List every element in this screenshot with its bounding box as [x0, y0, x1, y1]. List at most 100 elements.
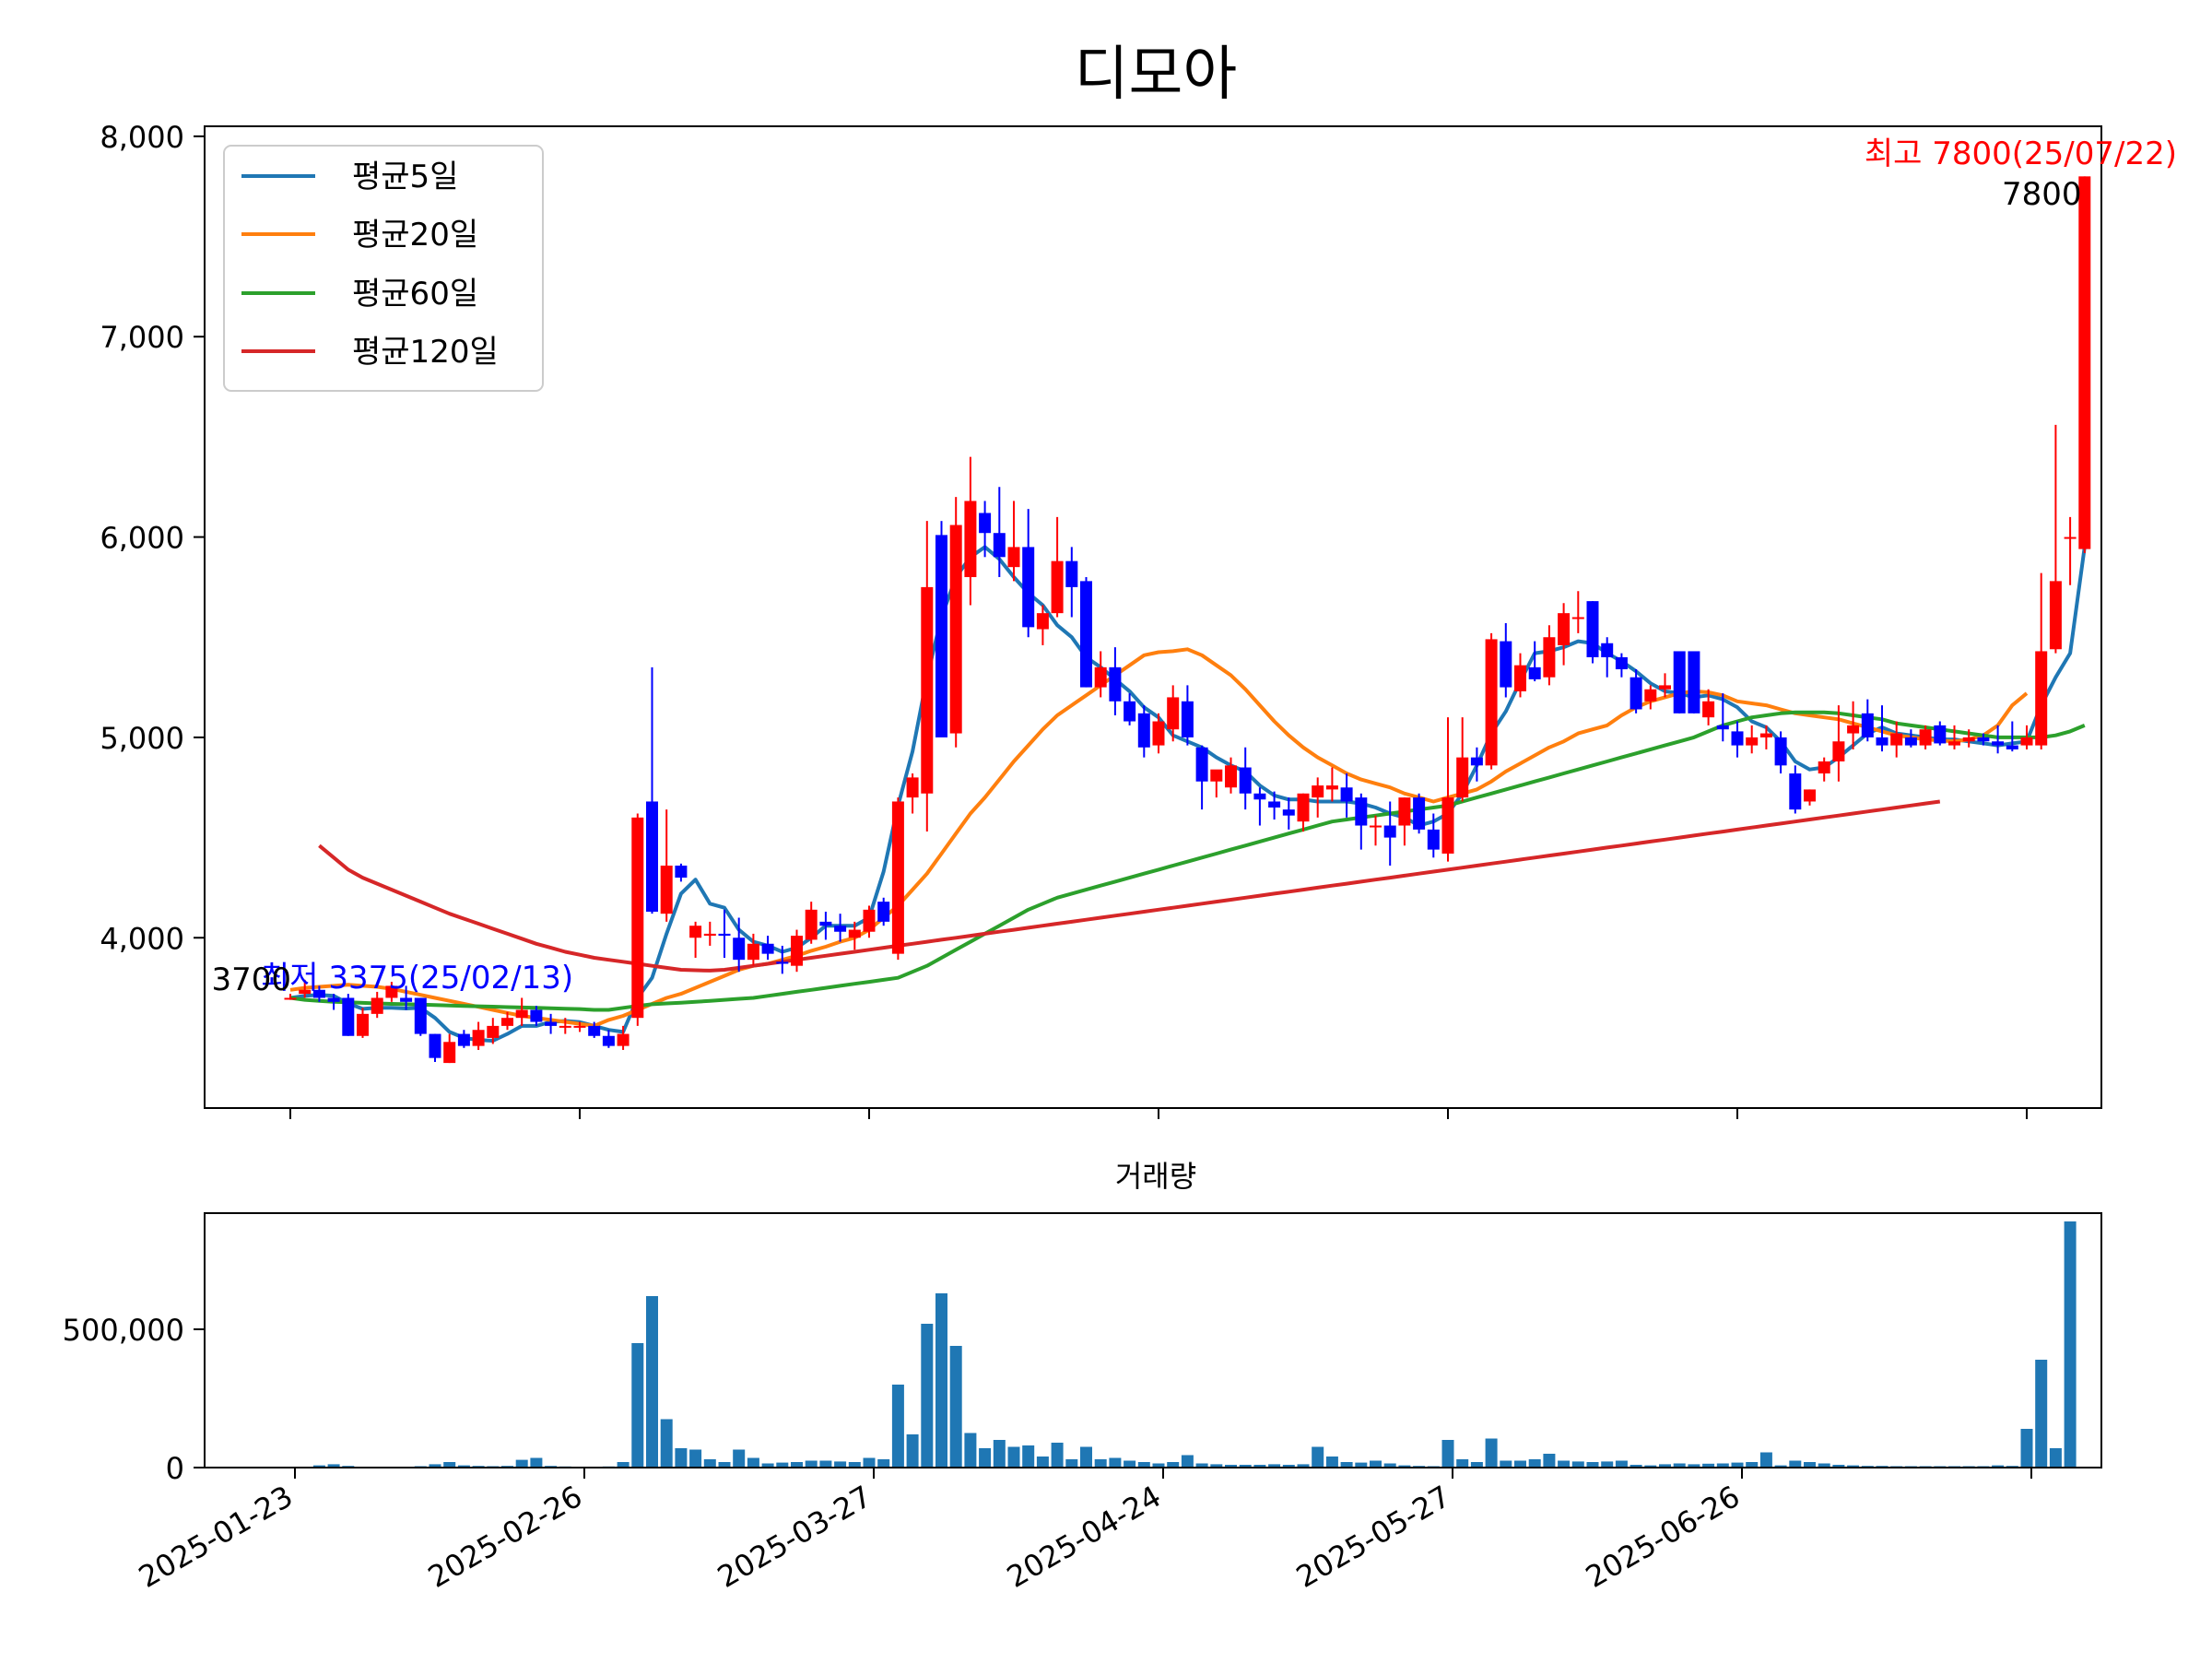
candle-body	[1441, 797, 1454, 854]
candle-body	[501, 1018, 513, 1026]
candle-body	[646, 801, 658, 912]
volume-bar	[443, 1462, 456, 1468]
candle-body	[1398, 797, 1411, 826]
candle	[675, 863, 688, 882]
volume-bar	[1253, 1465, 1266, 1468]
volume-bar	[949, 1346, 962, 1468]
candle	[1759, 725, 1772, 749]
legend-label-ma5: 평균5일	[352, 159, 458, 195]
candle-body	[1847, 725, 1860, 734]
last-close-label: 7800	[2002, 176, 2082, 213]
candle	[646, 666, 658, 914]
candle	[689, 921, 702, 958]
candle-body	[342, 997, 355, 1036]
candle	[1022, 509, 1035, 638]
candle-body	[1500, 641, 1512, 688]
candle-body	[1861, 713, 1874, 737]
candle-body	[834, 926, 847, 932]
volume-bar	[1832, 1465, 1845, 1468]
volume-bar	[1702, 1463, 1715, 1468]
candle-body	[689, 926, 702, 938]
candle-body	[1094, 666, 1107, 688]
candle-body	[1036, 613, 1049, 630]
volume-bar	[747, 1457, 759, 1468]
candle	[1413, 793, 1426, 834]
legend-box	[223, 145, 544, 392]
volume-bar	[515, 1459, 528, 1468]
candle	[545, 1013, 558, 1034]
candle	[1195, 745, 1208, 810]
candle-body	[1007, 547, 1020, 568]
volume-bar	[1312, 1446, 1324, 1468]
candle	[588, 1021, 601, 1038]
price-axes-frame	[204, 125, 2102, 1109]
candle-body	[1688, 651, 1700, 714]
candle	[357, 1008, 369, 1038]
candle	[718, 909, 731, 958]
volume-axes-frame	[204, 1212, 2102, 1468]
candle	[660, 809, 673, 922]
volume-bar	[1325, 1457, 1338, 1468]
volume-bar	[327, 1464, 340, 1468]
candle	[906, 773, 919, 814]
candle	[1167, 685, 1180, 742]
volume-bar	[429, 1464, 441, 1468]
candle	[964, 456, 977, 606]
candle	[1441, 717, 1454, 862]
volume-bar	[1007, 1446, 1020, 1468]
candle-body	[1992, 741, 2005, 746]
volume-bar	[1022, 1445, 1035, 1468]
volume-bar	[2020, 1429, 2033, 1468]
candle	[573, 1021, 586, 1032]
candle	[631, 813, 644, 1026]
candle-body	[429, 1033, 441, 1058]
candle	[1847, 701, 1860, 749]
candle	[515, 997, 528, 1026]
volume-bar	[1370, 1460, 1382, 1468]
candle-body	[747, 943, 759, 961]
volume-bar	[1804, 1462, 1816, 1468]
volume-bar	[2049, 1448, 2062, 1468]
candle	[487, 1018, 500, 1044]
candle	[559, 1018, 571, 1034]
ma-line	[318, 799, 1941, 973]
candle-body	[357, 1013, 369, 1036]
candle-body	[993, 533, 1006, 558]
candle	[1818, 757, 1830, 782]
min-annotation: 최저 3375(25/02/13)	[261, 960, 573, 997]
volume-bar	[1543, 1454, 1556, 1468]
candle	[1239, 747, 1252, 810]
candle	[1586, 601, 1599, 664]
candle	[1253, 787, 1266, 826]
candle-body	[1355, 797, 1368, 826]
volume-bar	[1514, 1460, 1526, 1468]
candle-body	[602, 1035, 615, 1046]
candle-body	[457, 1033, 470, 1046]
candle	[1225, 757, 1237, 794]
candle-body	[1630, 677, 1642, 710]
candle	[1007, 501, 1020, 582]
first-close-label: 3700	[211, 961, 291, 998]
candle	[1094, 651, 1107, 698]
volume-bar	[791, 1462, 803, 1468]
max-annotation: 최고 7800(25/07/22)	[1865, 136, 2177, 172]
candle-body	[1109, 666, 1122, 702]
candle-body	[1080, 581, 1092, 688]
candle	[791, 929, 803, 973]
volume-bar	[1383, 1463, 1396, 1468]
legend-label-ma20: 평균20일	[352, 217, 478, 254]
candle-body	[761, 943, 774, 954]
volume-bar	[689, 1449, 702, 1468]
candle	[733, 917, 746, 973]
candle-body	[1239, 767, 1252, 794]
candle	[863, 905, 876, 938]
candle-body	[1456, 757, 1469, 798]
candle-body	[2049, 581, 2062, 650]
volume-bar	[1036, 1457, 1049, 1468]
volume-bar	[1630, 1465, 1642, 1468]
candle-body	[617, 1033, 629, 1046]
candle	[1080, 577, 1092, 688]
volume-ytick-label: 500,000	[63, 1313, 184, 1348]
volume-bar	[631, 1343, 644, 1468]
candle	[299, 979, 312, 998]
